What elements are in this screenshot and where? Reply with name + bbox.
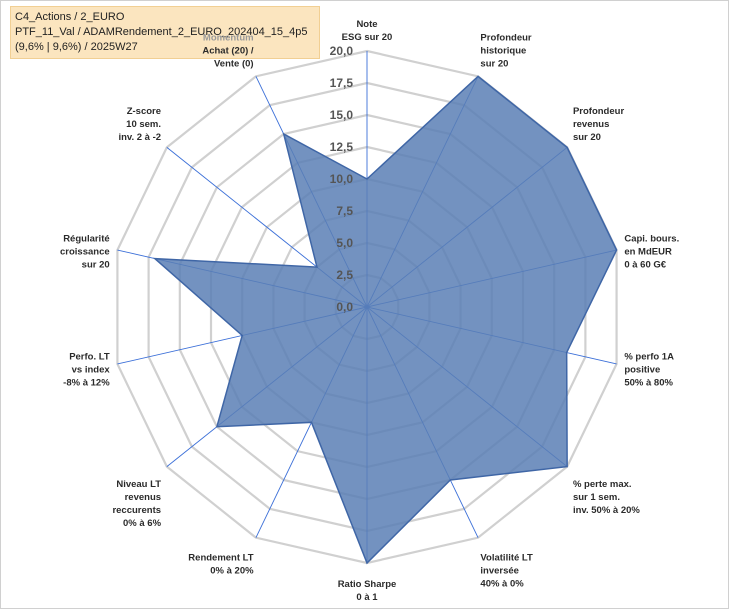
tick-label: 5,0 — [336, 236, 353, 250]
axis-label: Note — [356, 19, 377, 30]
axis-label: % perfo 1A — [624, 352, 674, 363]
info-line-1: C4_Actions / 2_EURO — [15, 11, 125, 23]
axis-label: Ratio Sharpe — [338, 579, 397, 590]
axis-label: 0% à 20% — [210, 566, 254, 577]
axis-label: -8% à 12% — [63, 378, 110, 389]
axis-label: 10 sem. — [126, 119, 161, 130]
axis-label: 0 à 1 — [356, 592, 378, 603]
axis-label: Profondeur — [480, 32, 531, 43]
axis-label: 0% à 6% — [123, 518, 162, 529]
axis-label: Vente (0) — [214, 58, 254, 69]
axis-label: croissance — [60, 246, 110, 257]
axis-label: sur 1 sem. — [573, 492, 620, 503]
axis-label: reccurents — [112, 505, 161, 516]
radar-tick-labels: 0,0 2,5 5,0 7,5 10,0 12,5 15,0 17,5 20,0 — [330, 44, 354, 314]
axis-label: 50% à 80% — [624, 378, 673, 389]
axis-label: en MdEUR — [624, 246, 672, 257]
axis-label: positive — [624, 365, 660, 376]
radar-axis-labels: Note ESG sur 20 Profondeur historique sur 20… — [60, 19, 679, 603]
axis-label: Profondeur — [573, 106, 624, 117]
portfolio-info-box: C4_Actions / 2_EURO PTF_11_Val / ADAMRen… — [10, 6, 320, 59]
tick-label: 17,5 — [330, 76, 354, 90]
info-line-3: (9,6% | 9,6%) / 2025W27 — [15, 41, 138, 53]
axis-label: Perfo. LT — [69, 352, 110, 363]
tick-label: 15,0 — [330, 108, 354, 122]
axis-label: revenus — [125, 492, 161, 503]
axis-label: 0 à 60 G€ — [624, 259, 666, 270]
axis-label: Rendement LT — [188, 553, 253, 564]
axis-label: vs index — [72, 365, 111, 376]
info-line-2: PTF_11_Val / ADAMRendement_2_EURO_202404… — [15, 26, 308, 38]
tick-label: 2,5 — [336, 268, 353, 282]
axis-label: Volatilité LT — [480, 553, 533, 564]
axis-label: Régularité — [63, 233, 109, 244]
axis-label: ESG sur 20 — [342, 32, 393, 43]
axis-label: 40% à 0% — [480, 579, 524, 590]
axis-label: Achat (20) / — [202, 45, 254, 56]
axis-label: inversée — [480, 566, 519, 577]
axis-label: Momentum — [203, 32, 254, 43]
axis-label: revenus — [573, 119, 609, 130]
radar-series — [152, 75, 618, 565]
tick-label: 20,0 — [330, 44, 354, 58]
axis-label: Z-score — [127, 106, 161, 117]
series-area — [152, 75, 618, 565]
tick-label: 12,5 — [330, 140, 354, 154]
axis-label: sur 20 — [480, 58, 508, 69]
axis-label: historique — [480, 45, 526, 56]
axis-label: Capi. bours. — [624, 233, 679, 244]
axis-label: sur 20 — [82, 259, 110, 270]
axis-label: inv. 50% à 20% — [573, 505, 640, 516]
tick-label: 0,0 — [336, 300, 353, 314]
axis-label: sur 20 — [573, 132, 601, 143]
axis-label: inv. 2 à -2 — [118, 132, 161, 143]
axis-label: % perte max. — [573, 479, 632, 490]
axis-label: Niveau LT — [116, 479, 161, 490]
tick-label: 7,5 — [336, 204, 353, 218]
tick-label: 10,0 — [330, 172, 354, 186]
